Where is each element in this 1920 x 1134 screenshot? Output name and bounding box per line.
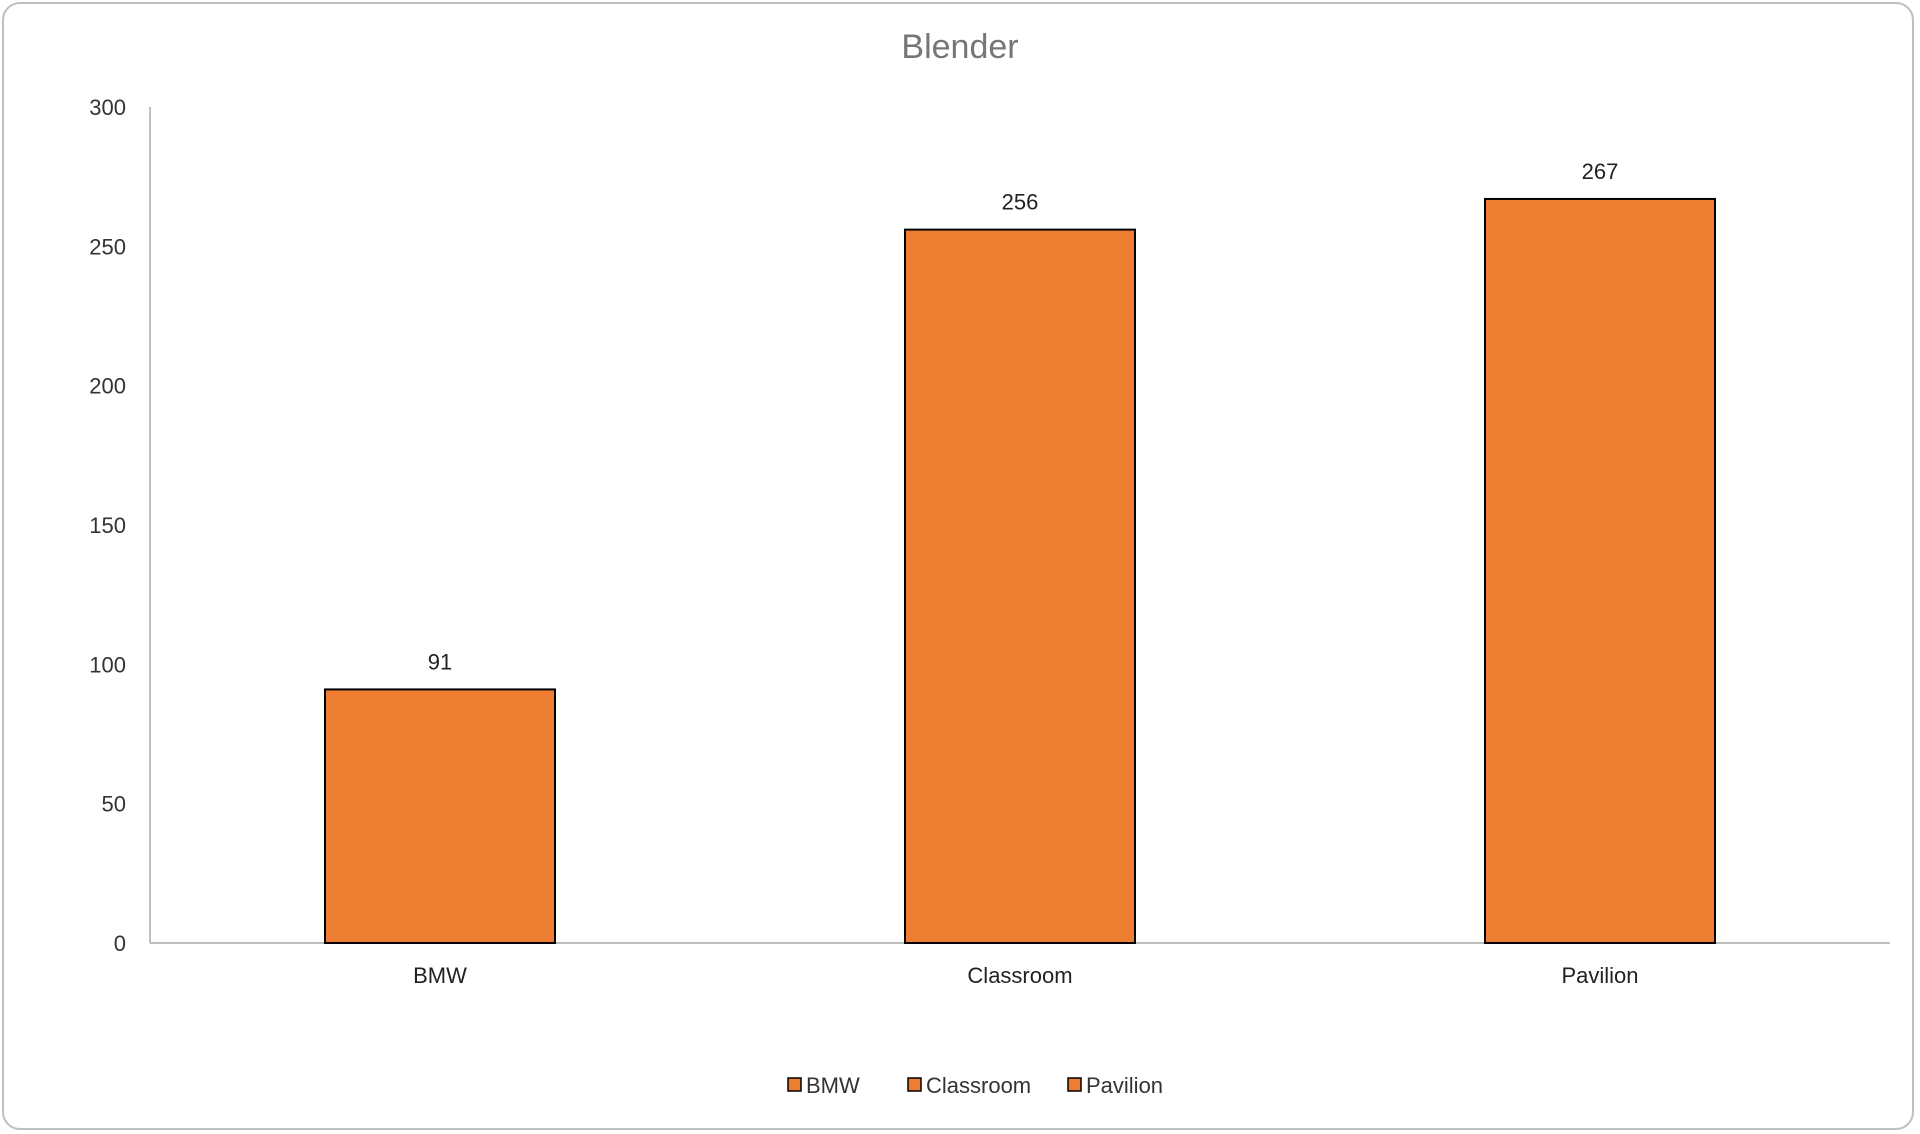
y-axis-ticks: 0 50 100 150 200 250 300: [89, 95, 126, 956]
bar-bmw: [324, 688, 556, 944]
data-labels: 91 256 267: [428, 159, 1619, 674]
x-tick-label: Pavilion: [1561, 963, 1638, 988]
legend-label: Classroom: [926, 1073, 1031, 1098]
y-tick-label: 150: [89, 513, 126, 538]
y-tick-label: 100: [89, 652, 126, 677]
chart-title: Blender: [901, 28, 1018, 66]
data-label: 256: [1002, 190, 1039, 215]
legend-label: BMW: [806, 1073, 860, 1098]
bar-pavilion: [1484, 197, 1716, 944]
y-tick-label: 50: [102, 792, 126, 817]
y-tick-label: 0: [114, 931, 126, 956]
y-tick-label: 200: [89, 374, 126, 399]
x-tick-label: Classroom: [967, 963, 1072, 988]
y-tick-label: 300: [89, 95, 126, 120]
data-label: 91: [428, 649, 452, 674]
bar-classroom: [904, 228, 1136, 944]
bars: [324, 197, 1716, 944]
legend-swatch: [787, 1077, 802, 1092]
category-labels: BMW Classroom Pavilion: [413, 963, 1638, 988]
legend-label: Pavilion: [1086, 1073, 1163, 1098]
legend: BMW Classroom Pavilion: [787, 1073, 1163, 1098]
legend-swatch: [907, 1077, 922, 1092]
x-tick-label: BMW: [413, 963, 467, 988]
data-label: 267: [1582, 159, 1619, 184]
y-tick-label: 250: [89, 234, 126, 259]
legend-swatch: [1067, 1077, 1082, 1092]
